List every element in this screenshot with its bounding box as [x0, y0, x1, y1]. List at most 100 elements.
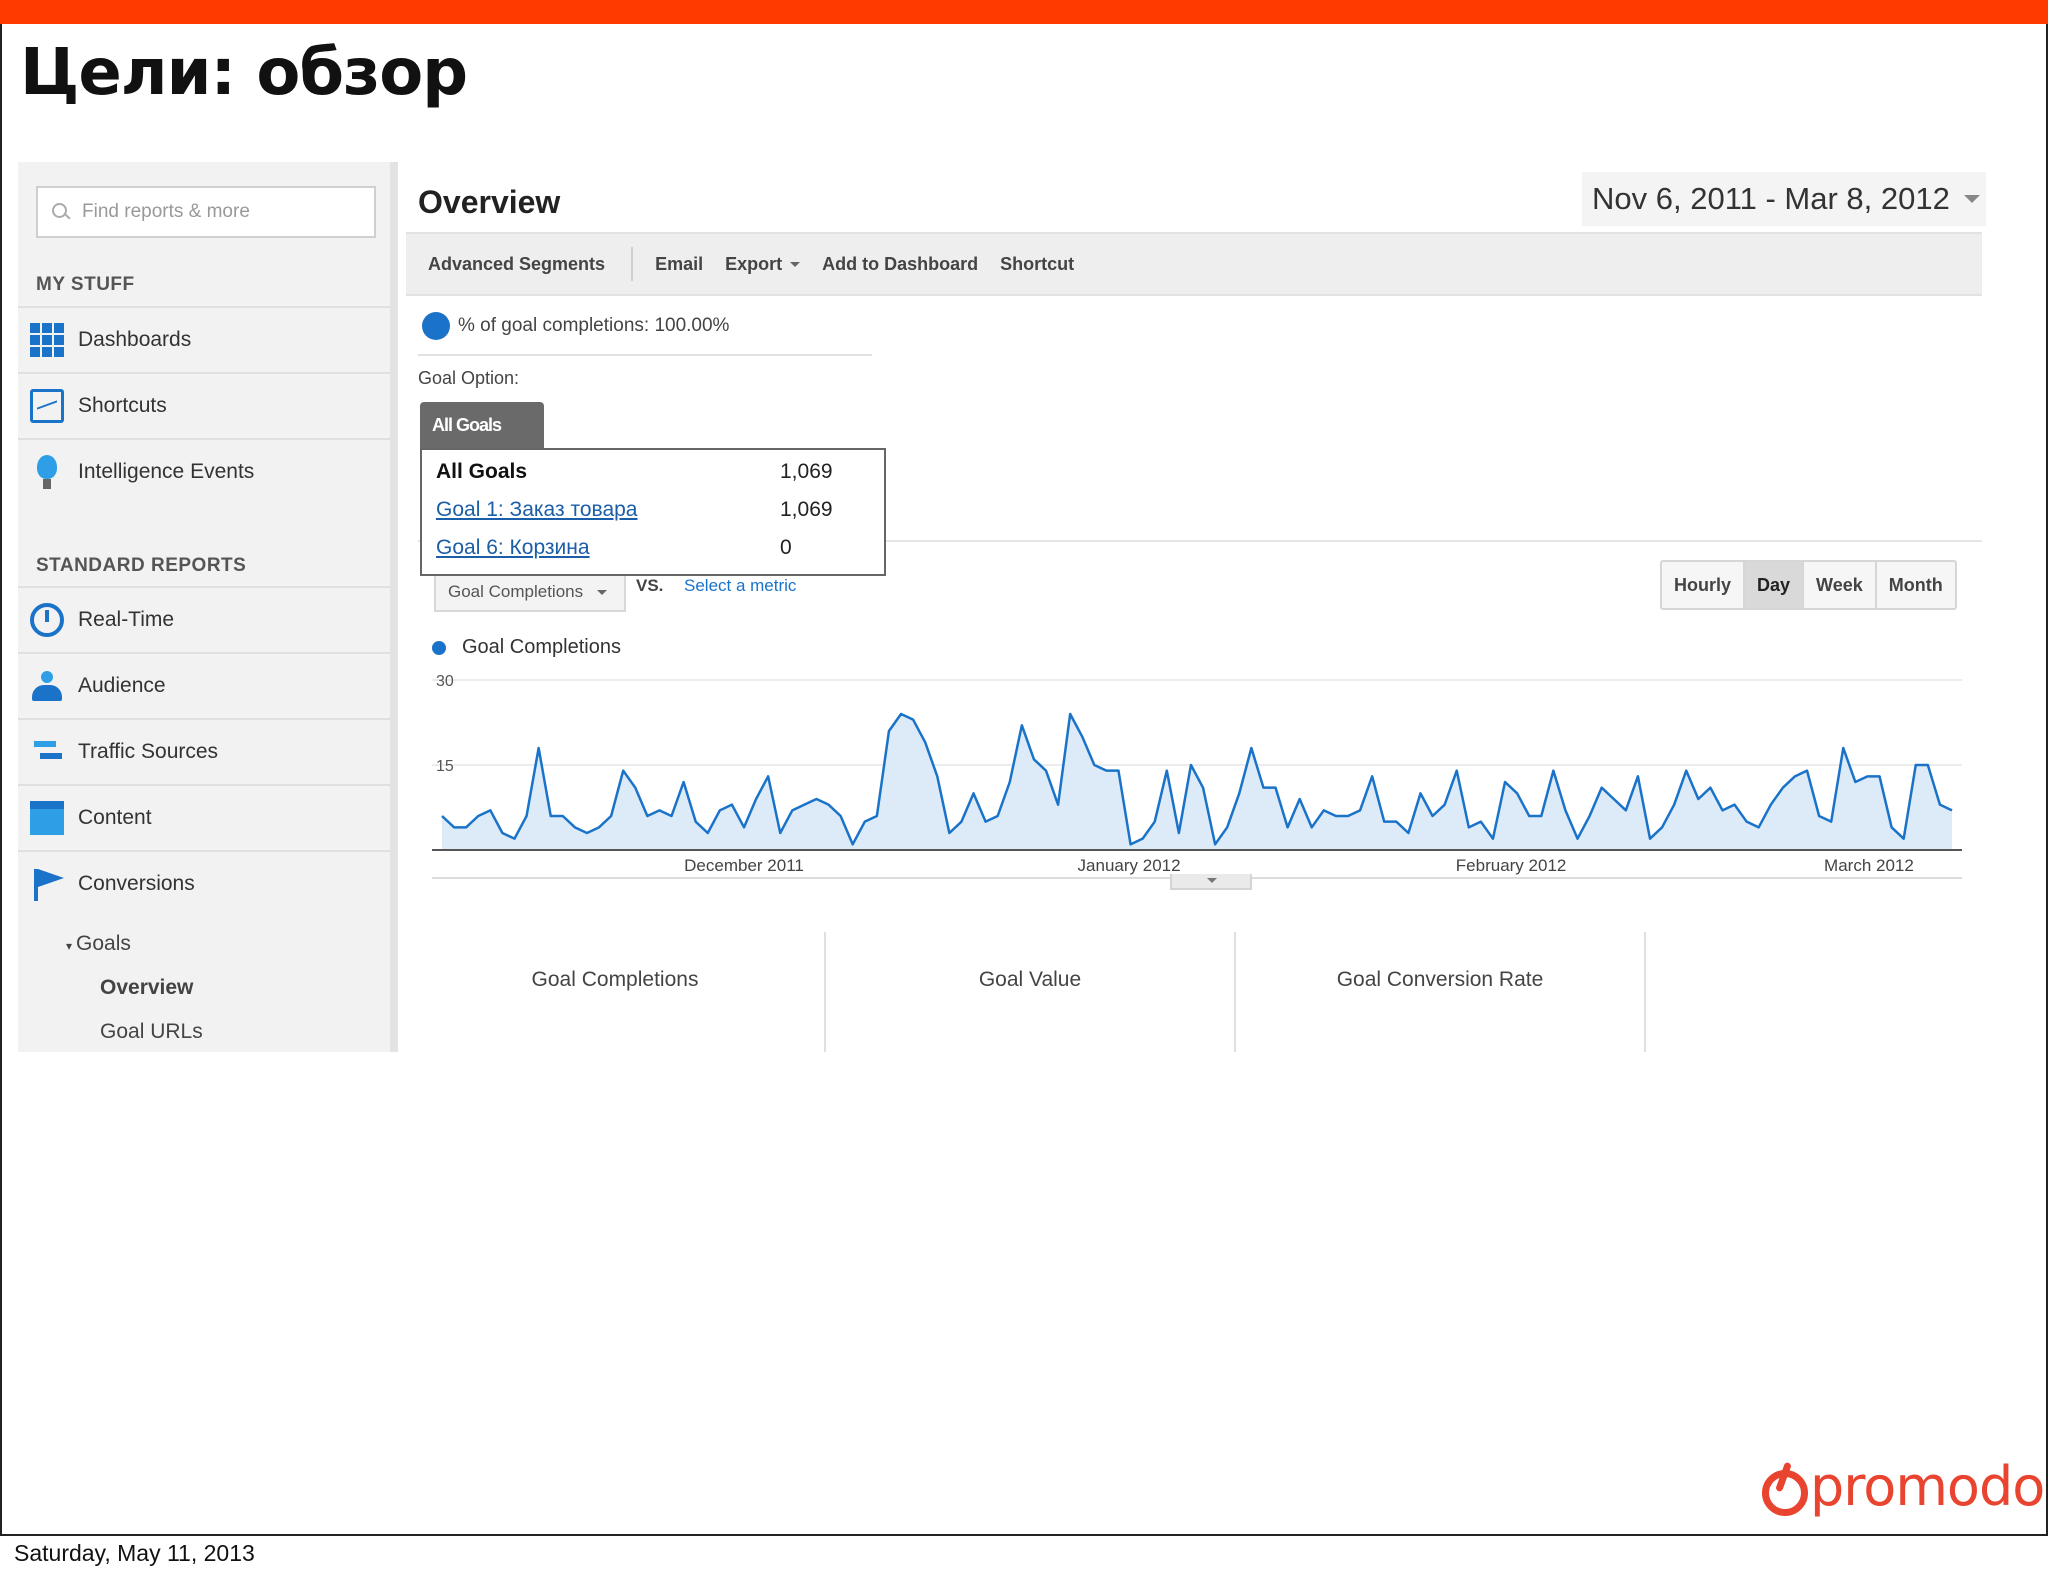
sidebar-item-label: Traffic Sources: [78, 740, 219, 763]
date-range-picker[interactable]: Nov 6, 2011 - Mar 8, 2012: [1582, 172, 1986, 226]
sidebar-item-label: Goals: [76, 932, 131, 955]
sidebar-item-label: Shortcuts: [78, 394, 167, 417]
slide-date: Saturday, May 11, 2013: [14, 1540, 255, 1566]
x-tick-label: March 2012: [1824, 856, 1914, 875]
slide-frame: [0, 24, 2048, 1536]
kpi-goal-completions[interactable]: Goal Completions: [406, 932, 826, 1052]
kpi-goal-conversion-rate[interactable]: Goal Conversion Rate: [1236, 932, 1646, 1052]
chart-legend: Goal Completions: [432, 636, 621, 659]
area-fill: [442, 714, 1952, 850]
select-metric-link[interactable]: Select a metric: [684, 576, 797, 595]
goal-link[interactable]: Goal 1: Заказ товара: [436, 498, 638, 521]
analytics-screenshot: MY STUFF Dashboards Shortcuts Intelligen…: [18, 162, 1986, 1052]
sidebar-item-goals[interactable]: ▾ Goals: [66, 932, 131, 956]
divider: [418, 354, 872, 356]
sidebar-item-goals-overview[interactable]: Overview: [100, 976, 194, 999]
shortcut-button[interactable]: Shortcut: [1000, 253, 1075, 274]
goal-completions-chart: 30 15 December 2011 January 2012 February 20…: [432, 673, 1962, 879]
sidebar-item-conversions[interactable]: Conversions: [18, 850, 390, 916]
goal-row-1[interactable]: Goal 1: Заказ товара 1,069: [436, 498, 866, 528]
goal-count: 1,069: [780, 460, 833, 483]
period-week-button[interactable]: Week: [1802, 562, 1875, 608]
chart-collapse-handle[interactable]: [1170, 874, 1252, 890]
chevron-down-icon: [790, 261, 801, 267]
sidebar-item-goal-urls[interactable]: Goal URLs: [100, 1020, 203, 1043]
sidebar-item-label: Real-Time: [78, 608, 175, 631]
metric-selector-label: Goal Completions: [448, 582, 584, 601]
sidebar-item-content[interactable]: Content: [18, 784, 390, 850]
sidebar-item-label: Content: [78, 806, 152, 829]
shortcut-icon: [30, 389, 64, 423]
search-box[interactable]: [36, 186, 376, 238]
report-toolbar: Advanced Segments Email Export Add to Da…: [406, 232, 1982, 296]
goal-count: 0: [780, 536, 792, 559]
promodo-logo: promodo: [1758, 1455, 2045, 1518]
goal-count: 1,069: [780, 498, 833, 521]
sidebar-item-audience[interactable]: Audience: [18, 652, 390, 718]
main-panel: Overview Nov 6, 2011 - Mar 8, 2012 Advan…: [406, 162, 1986, 1052]
chevron-down-icon: [597, 589, 608, 595]
export-button[interactable]: Export: [725, 253, 801, 275]
divider: [418, 540, 1982, 542]
goal-option-dropdown: All Goals 1,069 Goal 1: Заказ товара 1,0…: [420, 448, 886, 576]
sidebar-item-label: Audience: [78, 674, 166, 697]
advanced-segments-button[interactable]: Advanced Segments: [428, 253, 606, 274]
caret-down-icon: ▾: [66, 939, 73, 953]
my-stuff-heading: MY STUFF: [36, 274, 135, 295]
add-to-dashboard-button[interactable]: Add to Dashboard: [822, 253, 979, 274]
sidebar-item-label: Dashboards: [78, 328, 192, 351]
period-day-button[interactable]: Day: [1743, 562, 1803, 608]
legend-dot: [432, 640, 446, 655]
sidebar-item-label: Conversions: [78, 872, 195, 895]
goal-option-tab[interactable]: All Goals: [420, 402, 544, 448]
realtime-clock-icon: [30, 603, 64, 637]
content-window-icon: [30, 801, 64, 835]
period-month-button[interactable]: Month: [1874, 562, 1955, 608]
period-toggle: Hourly Day Week Month: [1660, 560, 1957, 610]
sidebar: MY STUFF Dashboards Shortcuts Intelligen…: [18, 162, 398, 1052]
date-range-text: Nov 6, 2011 - Mar 8, 2012: [1592, 181, 1950, 216]
sidebar-item-intelligence-events[interactable]: Intelligence Events: [18, 438, 390, 504]
logo-text: promodo: [1810, 1455, 2045, 1518]
dashboard-grid-icon: [30, 323, 64, 357]
promodo-logo-icon: [1758, 1462, 1808, 1516]
goal-completion-percentage: % of goal completions: 100.00%: [422, 312, 729, 340]
search-input[interactable]: [82, 201, 362, 223]
export-label: Export: [725, 253, 783, 274]
conversion-flag-icon: [30, 867, 64, 901]
sidebar-item-dashboards[interactable]: Dashboards: [18, 306, 390, 372]
x-tick-label: December 2011: [684, 856, 804, 875]
pie-chart-icon: [422, 312, 450, 340]
standard-reports-heading: STANDARD REPORTS: [36, 555, 247, 576]
y-tick-label: 15: [436, 758, 454, 775]
chevron-down-icon: [1963, 195, 1980, 203]
period-hourly-button[interactable]: Hourly: [1674, 574, 1732, 595]
audience-people-icon: [30, 669, 64, 703]
slide-title: Цели: обзор: [20, 36, 468, 110]
series-line: [441, 712, 1953, 846]
slide-accent-bar: [0, 0, 2048, 24]
lightbulb-icon: [30, 455, 64, 489]
x-tick-label: February 2012: [1456, 856, 1567, 875]
search-icon: [50, 201, 72, 223]
sidebar-item-label: Intelligence Events: [78, 460, 255, 483]
kpi-goal-value[interactable]: Goal Value: [826, 932, 1236, 1052]
goal-option-label: Goal Option:: [418, 368, 520, 388]
toolbar-divider: [631, 247, 634, 281]
page-title: Overview: [418, 184, 561, 220]
sidebar-item-traffic-sources[interactable]: Traffic Sources: [18, 718, 390, 784]
y-tick-label: 30: [436, 673, 454, 690]
email-button[interactable]: Email: [655, 253, 704, 274]
traffic-arrows-icon: [30, 735, 64, 769]
goal-row-6[interactable]: Goal 6: Корзина 0: [436, 536, 866, 566]
sidebar-item-shortcuts[interactable]: Shortcuts: [18, 372, 390, 438]
legend-label: Goal Completions: [462, 636, 621, 658]
metric-selector[interactable]: Goal Completions: [434, 572, 626, 612]
goal-row-all[interactable]: All Goals 1,069: [436, 460, 866, 490]
x-tick-label: January 2012: [1078, 856, 1181, 875]
goal-link[interactable]: Goal 6: Корзина: [436, 536, 590, 559]
percentage-text: % of goal completions: 100.00%: [458, 315, 730, 336]
vs-label: VS.: [636, 576, 664, 595]
sidebar-item-real-time[interactable]: Real-Time: [18, 586, 390, 652]
goal-name: All Goals: [436, 460, 528, 483]
